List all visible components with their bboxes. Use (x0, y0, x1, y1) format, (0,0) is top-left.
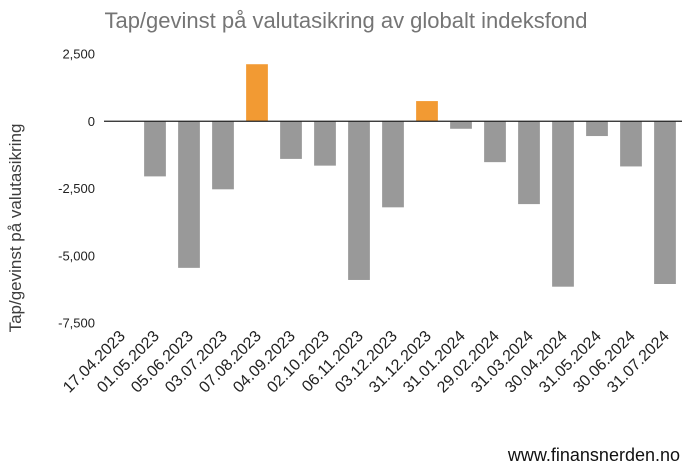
chart-title: Tap/gevinst på valutasikring av globalt … (104, 8, 587, 33)
bar (382, 121, 404, 208)
bar (314, 121, 336, 166)
bar (144, 121, 166, 177)
bar (586, 121, 608, 137)
bar (280, 121, 302, 159)
y-tick-label: 0 (88, 114, 95, 129)
y-tick-label: -5,000 (58, 248, 95, 263)
y-axis-label: Tap/gevinst på valutasikring (6, 124, 25, 333)
bar (552, 121, 574, 287)
y-tick-label: -7,500 (58, 316, 95, 331)
y-axis-ticks: 2,500 0 -2,500 -5,000 -7,500 (58, 47, 95, 331)
bar (178, 121, 200, 268)
bars (144, 64, 676, 287)
bar (348, 121, 370, 280)
bar (246, 64, 268, 122)
x-axis-ticks: 17.04.202301.05.202305.06.202303.07.2023… (60, 328, 673, 397)
bar (620, 121, 642, 167)
bar (212, 121, 234, 190)
bar (518, 121, 540, 205)
watermark: www.finansnerden.no (507, 445, 680, 465)
y-tick-label: -2,500 (58, 181, 95, 196)
bar (416, 101, 438, 122)
bar (484, 121, 506, 163)
bar (450, 121, 472, 129)
y-tick-label: 2,500 (62, 47, 95, 62)
bar (654, 121, 676, 284)
